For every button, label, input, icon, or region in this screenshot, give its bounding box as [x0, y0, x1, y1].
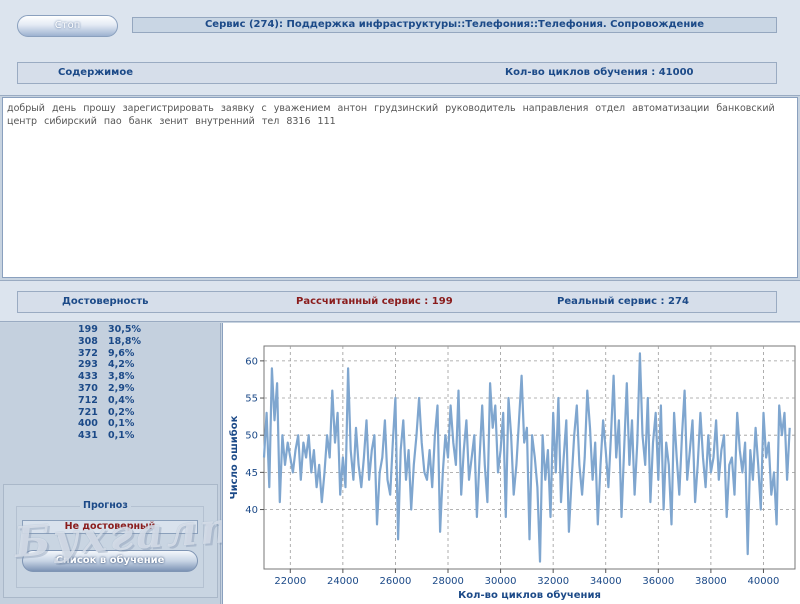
y-tick-label: 45	[245, 468, 258, 479]
probability-percent: 18,8%	[108, 335, 141, 347]
probability-service: 372	[78, 347, 98, 359]
stop-button[interactable]: Стоп	[17, 15, 118, 37]
probability-service: 433	[78, 371, 98, 383]
y-tick-label: 55	[245, 394, 258, 405]
reliability-label: Достоверность	[62, 296, 149, 307]
probability-percent: 0,2%	[108, 406, 135, 418]
probability-service: 199	[78, 324, 98, 335]
probability-service: 293	[78, 359, 98, 371]
errors-series-line	[262, 352, 791, 563]
probability-service: 308	[78, 335, 98, 347]
x-tick-label: 34000	[590, 576, 622, 587]
x-tick-label: 30000	[485, 576, 517, 587]
x-tick-label: 26000	[380, 576, 412, 587]
top-panel: Стоп Сервис (274): Поддержка инфраструкт…	[0, 0, 800, 96]
y-tick-label: 60	[245, 356, 258, 367]
y-tick-label: 40	[245, 505, 258, 516]
forecast-frame	[16, 506, 204, 588]
x-tick-label: 24000	[327, 576, 359, 587]
probability-percent: 9,6%	[108, 347, 135, 359]
service-title: Сервис (274): Поддержка инфраструктуры::…	[132, 17, 777, 33]
forecast-legend: Прогноз	[80, 500, 131, 511]
x-tick-label: 38000	[695, 576, 727, 587]
probability-percent: 3,8%	[108, 371, 135, 383]
x-tick-label: 32000	[537, 576, 569, 587]
probability-service: 400	[78, 418, 98, 430]
x-tick-label: 28000	[432, 576, 464, 587]
message-textarea[interactable]: добрый день прошу зарегистрировать заявк…	[2, 97, 798, 278]
x-tick-label: 22000	[274, 576, 306, 587]
y-tick-label: 50	[245, 431, 258, 442]
real-service: Реальный сервис : 274	[557, 296, 689, 307]
errors-chart: 22000 24000 26000 28000 30000 32000 34000 36000…	[222, 323, 800, 604]
probability-percent: 0,1%	[108, 430, 135, 442]
errors-chart-svg: 22000 24000 26000 28000 30000 32000 34000 36000…	[228, 345, 796, 601]
y-axis-label: Число ошибок	[228, 415, 240, 499]
x-tick-label: 36000	[642, 576, 674, 587]
reliability-bar: Достоверность Рассчитанный сервис : 199 …	[17, 291, 777, 313]
probability-percent: 4,2%	[108, 359, 135, 371]
content-label: Содержимое	[58, 67, 134, 78]
content-bar: Содержимое Кол-во циклов обучения : 4100…	[17, 62, 777, 84]
x-tick-label: 40000	[748, 576, 780, 587]
reliability-panel: Достоверность Рассчитанный сервис : 199 …	[0, 280, 800, 322]
probability-service: 370	[78, 383, 98, 394]
probability-percent: 30,5%	[108, 324, 141, 335]
x-axis-label: Кол-во циклов обучения	[458, 589, 601, 601]
add-to-training-button[interactable]: Список в обучение	[22, 550, 198, 572]
probability-percent: 0,4%	[108, 394, 135, 406]
probability-percent: 2,9%	[108, 383, 135, 394]
calculated-service: Рассчитанный сервис : 199	[296, 296, 453, 307]
probability-service: 431	[78, 430, 98, 442]
probability-percent: 0,1%	[108, 418, 135, 430]
probability-service: 712	[78, 394, 98, 406]
probability-service: 721	[78, 406, 98, 418]
forecast-status: Не достоверный	[22, 520, 198, 534]
training-cycles-count: Кол-во циклов обучения : 41000	[505, 67, 694, 78]
